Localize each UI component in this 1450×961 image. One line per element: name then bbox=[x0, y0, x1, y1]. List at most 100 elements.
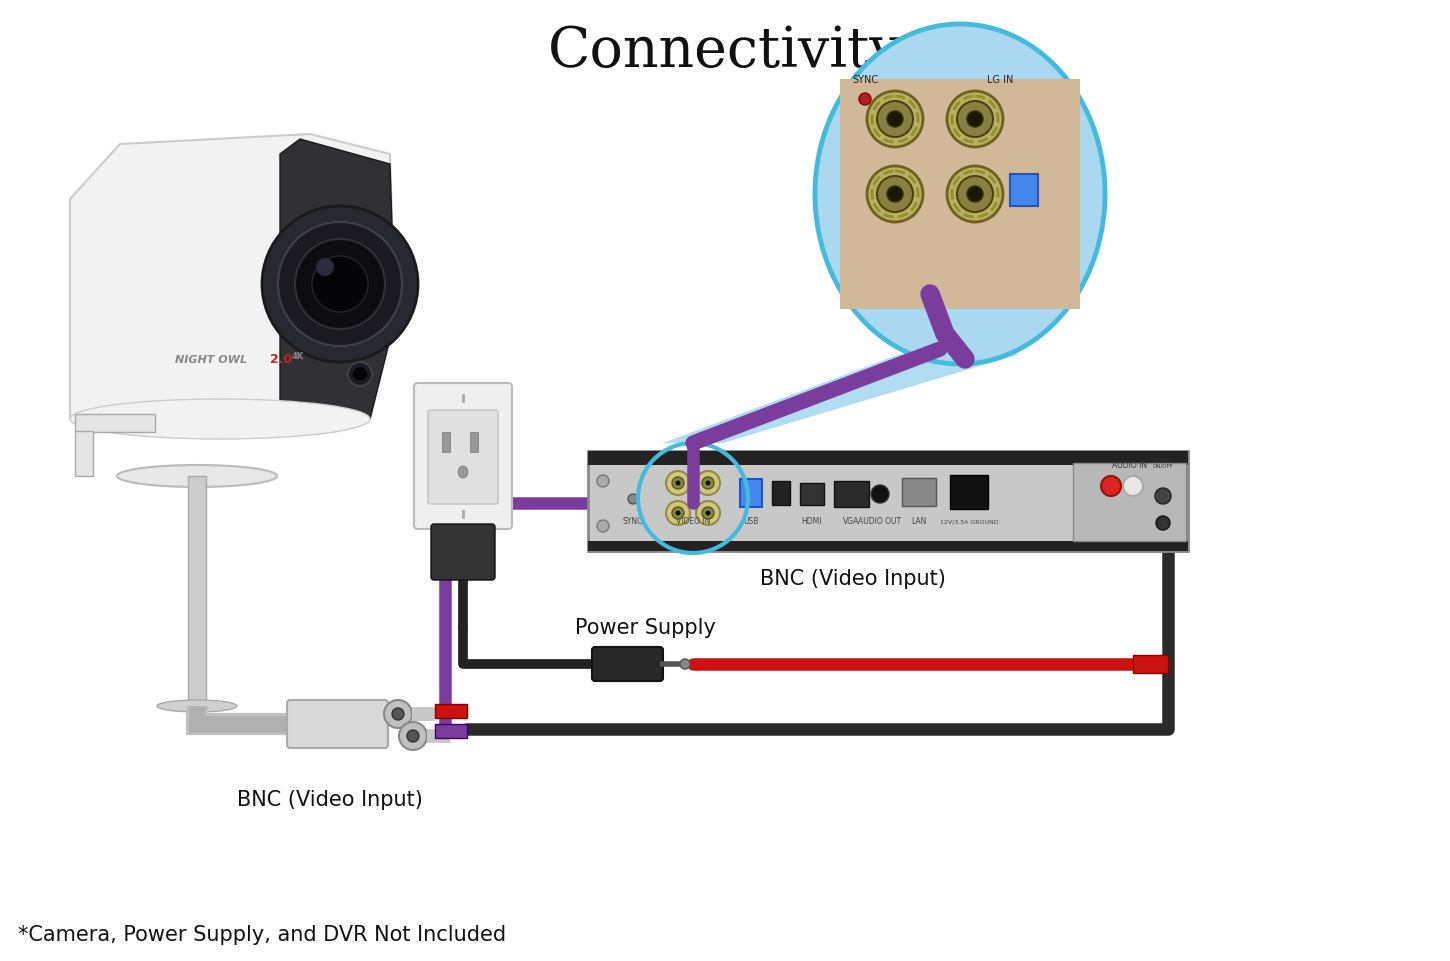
Polygon shape bbox=[815, 25, 1105, 364]
Circle shape bbox=[1167, 476, 1179, 487]
Polygon shape bbox=[70, 135, 394, 420]
Bar bbox=[589, 452, 1188, 552]
Text: SYNC: SYNC bbox=[853, 75, 879, 85]
FancyBboxPatch shape bbox=[287, 701, 389, 749]
Circle shape bbox=[676, 481, 680, 486]
Circle shape bbox=[628, 495, 638, 505]
Bar bbox=[740, 480, 763, 507]
Text: 12V/3.5A GROUND: 12V/3.5A GROUND bbox=[940, 520, 998, 525]
Text: BNC (Video Input): BNC (Video Input) bbox=[760, 568, 945, 588]
Circle shape bbox=[947, 92, 1003, 148]
Circle shape bbox=[706, 481, 710, 486]
Bar bbox=[442, 432, 450, 453]
Circle shape bbox=[947, 167, 1003, 223]
Text: AUDIO IN: AUDIO IN bbox=[1112, 460, 1147, 470]
Circle shape bbox=[1167, 521, 1179, 532]
Circle shape bbox=[957, 102, 993, 137]
Text: VIDEO IN: VIDEO IN bbox=[676, 516, 710, 526]
Bar bbox=[75, 431, 93, 477]
Ellipse shape bbox=[157, 701, 236, 712]
Bar bbox=[75, 414, 155, 432]
Circle shape bbox=[887, 111, 903, 128]
Bar bbox=[470, 432, 478, 453]
FancyBboxPatch shape bbox=[431, 525, 494, 580]
Circle shape bbox=[967, 111, 983, 128]
Circle shape bbox=[278, 223, 402, 347]
Circle shape bbox=[702, 507, 713, 520]
Text: LAN: LAN bbox=[911, 516, 927, 526]
Ellipse shape bbox=[117, 465, 277, 487]
FancyBboxPatch shape bbox=[592, 648, 663, 681]
Circle shape bbox=[316, 259, 334, 277]
Text: *Camera, Power Supply, and DVR Not Included: *Camera, Power Supply, and DVR Not Inclu… bbox=[17, 924, 506, 944]
Circle shape bbox=[597, 521, 609, 532]
Text: USB: USB bbox=[744, 516, 758, 526]
Bar bbox=[800, 483, 824, 505]
Circle shape bbox=[671, 507, 684, 520]
Bar bbox=[902, 479, 937, 506]
Bar bbox=[188, 477, 206, 706]
Bar bbox=[435, 704, 467, 718]
Circle shape bbox=[877, 177, 914, 212]
Polygon shape bbox=[663, 355, 1019, 444]
Circle shape bbox=[877, 102, 914, 137]
Circle shape bbox=[858, 94, 871, 106]
Text: NIGHT OWL: NIGHT OWL bbox=[175, 355, 246, 364]
Text: AUDIO OUT: AUDIO OUT bbox=[858, 516, 902, 526]
Text: VGA: VGA bbox=[842, 516, 860, 526]
Circle shape bbox=[867, 167, 924, 223]
Circle shape bbox=[671, 478, 684, 489]
Circle shape bbox=[867, 92, 924, 148]
Text: BNC (Video Input): BNC (Video Input) bbox=[236, 789, 423, 809]
Circle shape bbox=[1122, 477, 1143, 497]
FancyBboxPatch shape bbox=[428, 410, 497, 505]
Text: SYNC: SYNC bbox=[624, 516, 644, 526]
Circle shape bbox=[1156, 516, 1170, 530]
Ellipse shape bbox=[458, 466, 468, 479]
Circle shape bbox=[696, 472, 721, 496]
Text: Power Supply: Power Supply bbox=[574, 617, 715, 637]
Circle shape bbox=[1101, 477, 1121, 497]
Circle shape bbox=[597, 476, 609, 487]
Circle shape bbox=[352, 368, 367, 382]
Bar bbox=[840, 80, 1080, 309]
Circle shape bbox=[407, 730, 419, 742]
Circle shape bbox=[871, 485, 889, 504]
Circle shape bbox=[294, 239, 386, 330]
Circle shape bbox=[680, 659, 690, 669]
Circle shape bbox=[957, 177, 993, 212]
Polygon shape bbox=[280, 140, 394, 430]
Text: HDMI: HDMI bbox=[802, 516, 822, 526]
Circle shape bbox=[392, 708, 405, 720]
Text: 2.0: 2.0 bbox=[270, 353, 293, 366]
Bar bbox=[1073, 463, 1186, 541]
Bar bbox=[950, 476, 987, 509]
Circle shape bbox=[1156, 488, 1172, 505]
Circle shape bbox=[696, 502, 721, 526]
Bar bbox=[435, 725, 467, 738]
Circle shape bbox=[312, 257, 368, 312]
Circle shape bbox=[706, 511, 710, 516]
FancyBboxPatch shape bbox=[415, 383, 512, 530]
Text: LG IN: LG IN bbox=[987, 75, 1014, 85]
Ellipse shape bbox=[70, 400, 370, 439]
Circle shape bbox=[666, 472, 690, 496]
Text: 4K: 4K bbox=[291, 352, 304, 361]
Circle shape bbox=[399, 723, 426, 751]
Bar bbox=[1132, 655, 1169, 674]
Bar bbox=[589, 452, 1188, 465]
Text: POWER
ON/OFF: POWER ON/OFF bbox=[1153, 457, 1173, 469]
Bar bbox=[771, 481, 790, 505]
Circle shape bbox=[676, 511, 680, 516]
Circle shape bbox=[384, 701, 412, 728]
Circle shape bbox=[348, 362, 373, 386]
Text: Connectivity: Connectivity bbox=[548, 25, 902, 79]
Circle shape bbox=[666, 502, 690, 526]
Circle shape bbox=[262, 207, 418, 362]
Bar bbox=[834, 481, 869, 507]
Circle shape bbox=[887, 186, 903, 203]
Bar bbox=[589, 541, 1188, 552]
Circle shape bbox=[702, 478, 713, 489]
Bar bbox=[1011, 175, 1038, 207]
Circle shape bbox=[967, 186, 983, 203]
